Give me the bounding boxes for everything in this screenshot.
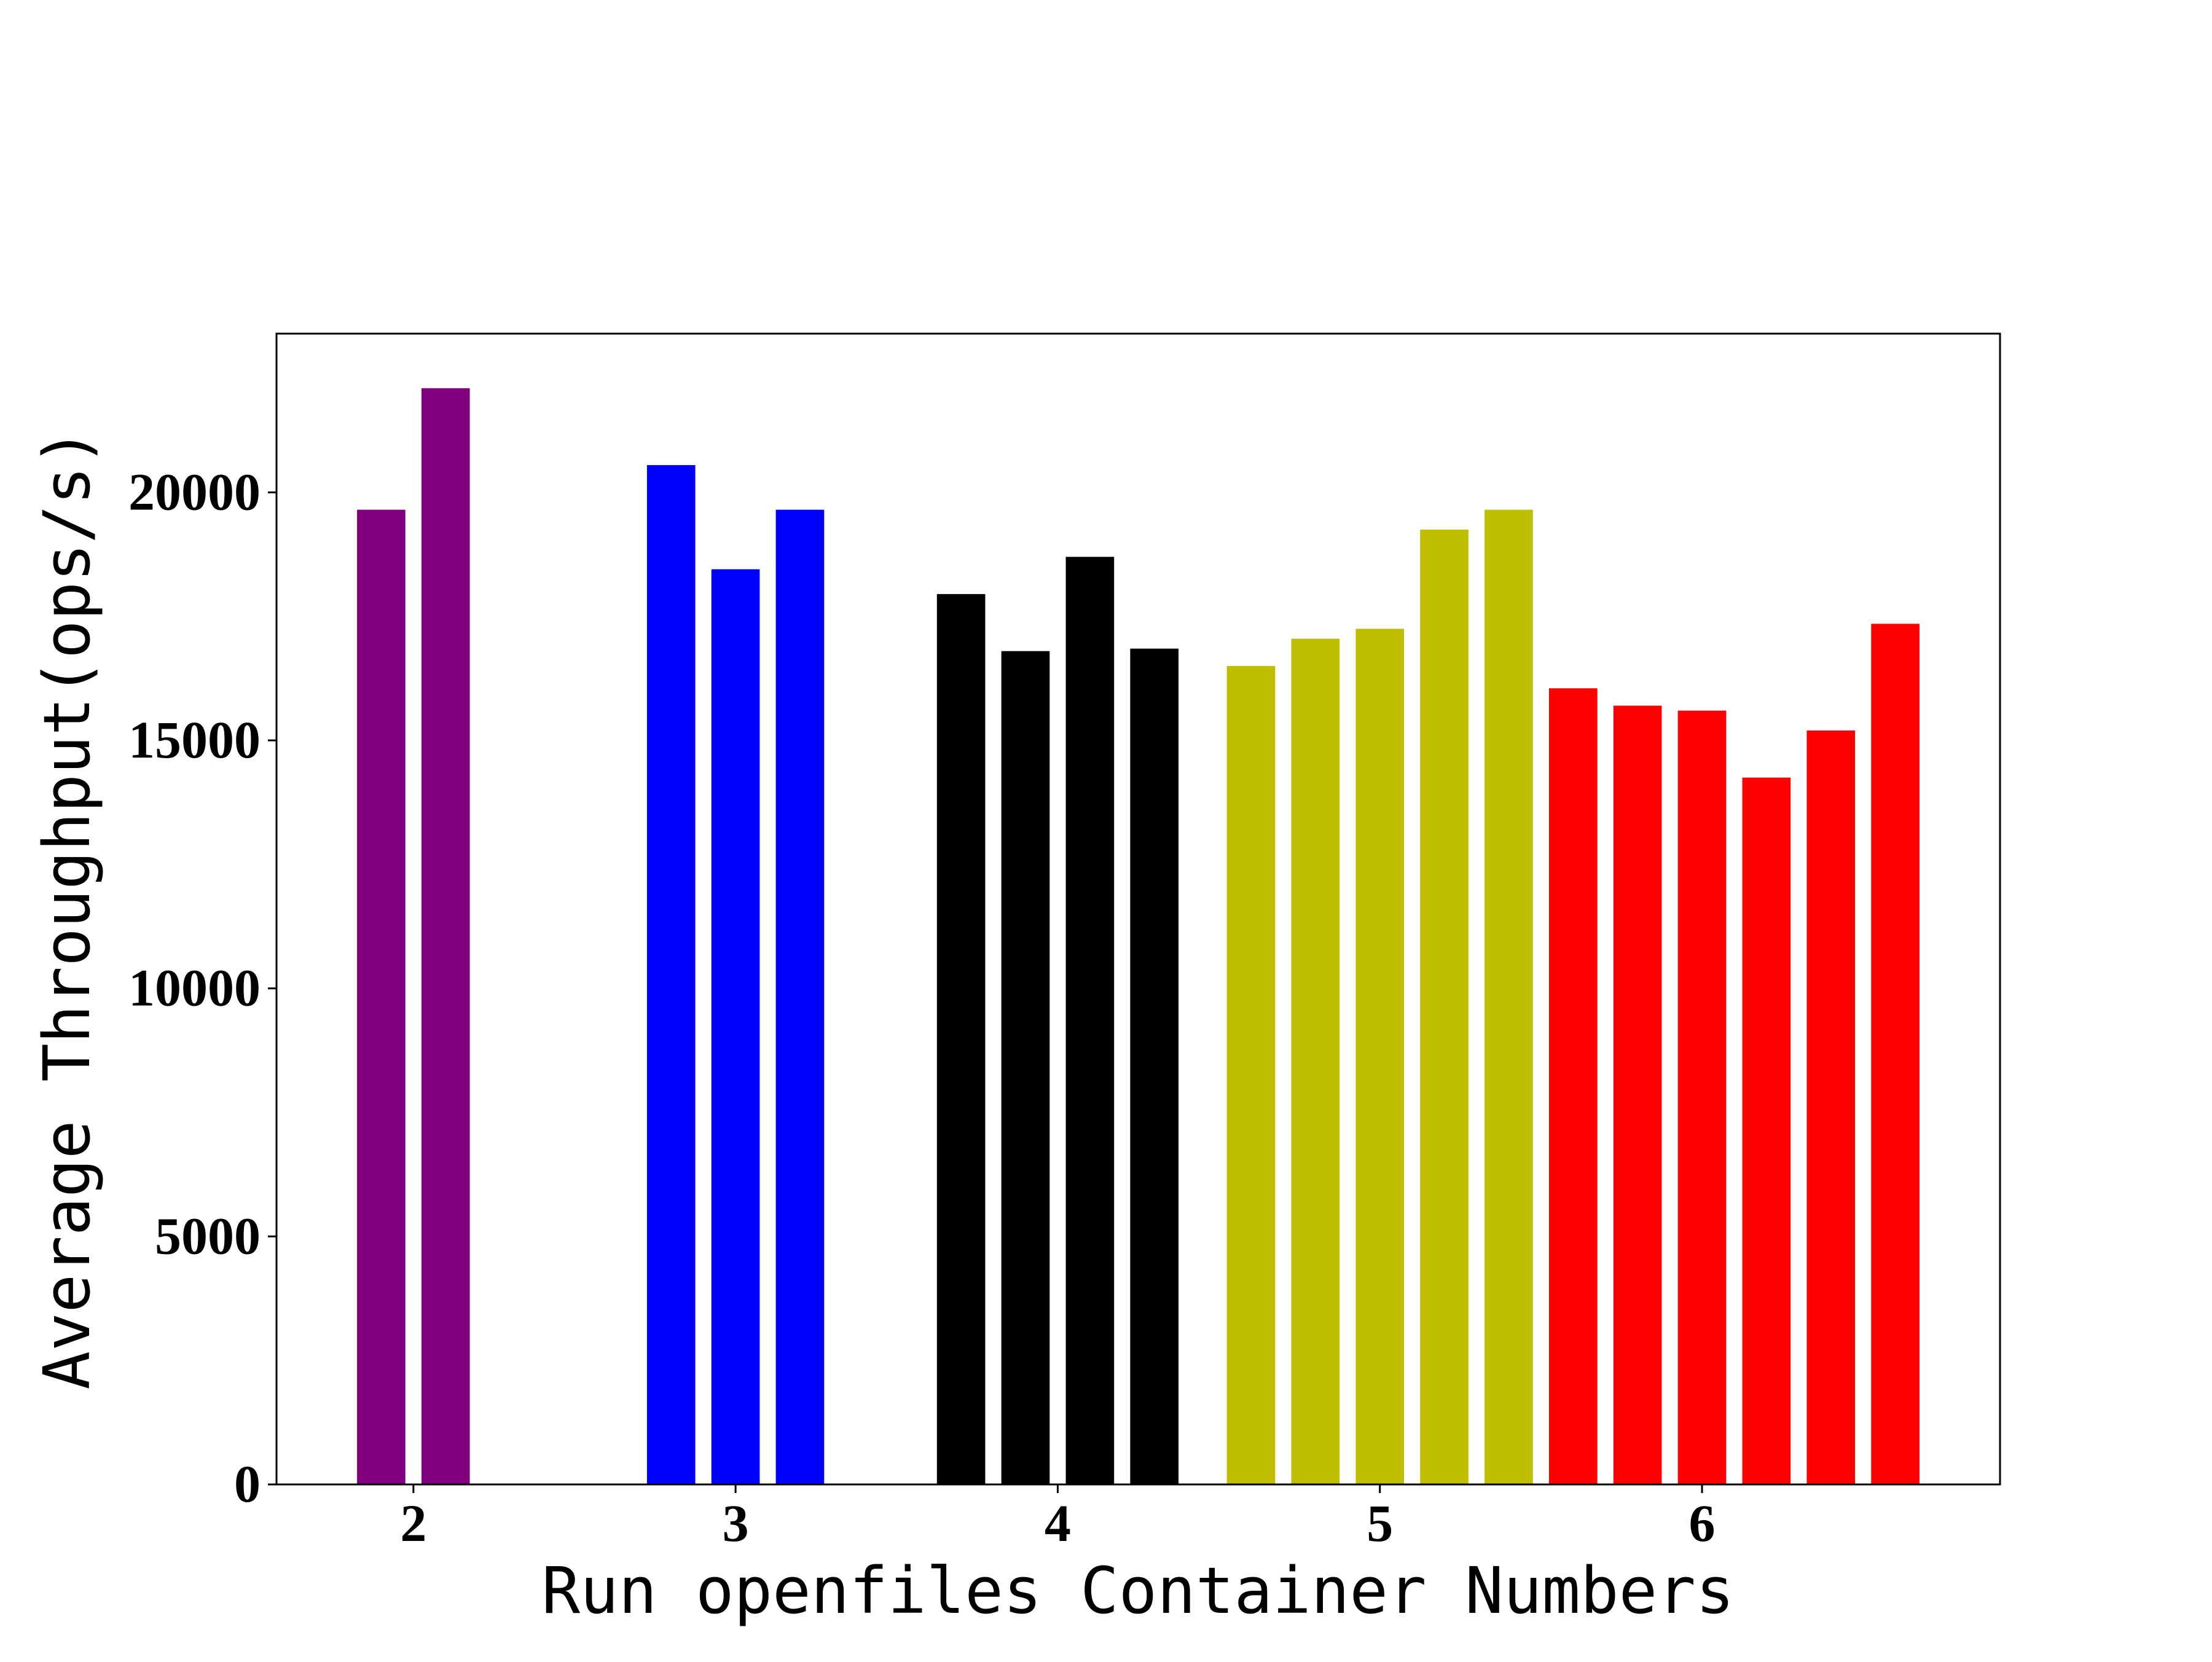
bar-2-containers-run-2 [421,388,470,1484]
bar-3-containers-run-2 [711,569,760,1484]
x-tick-label: 6 [1689,1494,1716,1553]
bar-4-containers-run-2 [1001,651,1050,1484]
x-tick-label: 5 [1367,1494,1393,1553]
x-axis-label: Run openfiles Container Numbers [541,1553,1734,1628]
bar-6-containers-run-4 [1742,777,1791,1484]
bar-4-containers-run-4 [1130,648,1179,1484]
y-tick-label: 15000 [128,710,261,769]
bar-6-containers-run-6 [1871,624,1920,1484]
bar-5-containers-run-1 [1226,665,1276,1484]
bar-6-containers-run-1 [1548,688,1598,1484]
bar-5-containers-run-2 [1291,638,1340,1484]
plot-frame [275,332,2001,1486]
y-axis-label: Average Throughput(ops/s) [29,428,104,1389]
bar-5-containers-run-5 [1484,509,1533,1484]
bar-3-containers-run-1 [646,464,696,1485]
x-tick-label: 4 [1045,1494,1071,1553]
bar-6-containers-run-2 [1613,705,1662,1484]
bar-2-containers-run-1 [357,509,406,1484]
y-tick-label: 10000 [128,958,261,1017]
bar-5-containers-run-3 [1355,629,1405,1484]
y-tick-label: 20000 [128,462,261,521]
bar-4-containers-run-1 [936,594,986,1484]
y-tick-label: 5000 [155,1206,261,1265]
bars-layer [357,388,1920,1485]
bar-3-containers-run-3 [775,509,825,1484]
x-tick-label: 3 [723,1494,749,1553]
bar-5-containers-run-4 [1420,529,1469,1484]
ticks-layer: 2 3 4 5 6 0 5000 10000 15000 20000 [128,462,1716,1553]
y-tick-label: 0 [234,1454,261,1513]
bar-4-containers-run-3 [1065,557,1115,1484]
bar-6-containers-run-5 [1806,730,1856,1484]
bar-6-containers-run-3 [1677,710,1727,1484]
x-tick-label: 2 [400,1494,426,1553]
